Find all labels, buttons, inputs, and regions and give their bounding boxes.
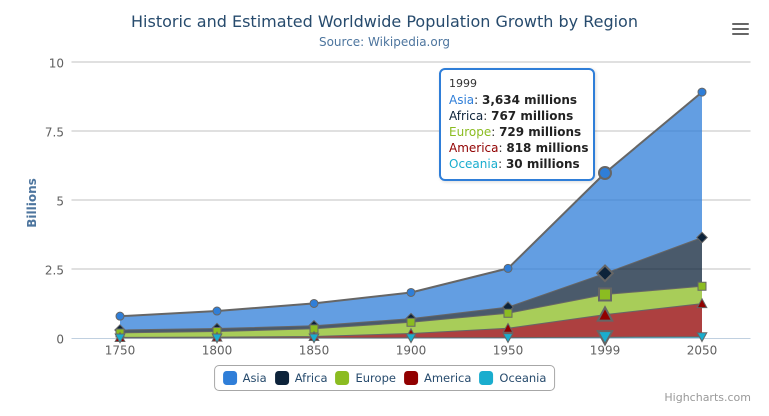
chart-subtitle: Source: Wikipedia.org	[318, 35, 451, 49]
legend-label: Oceania	[499, 371, 547, 385]
legend-label: America	[423, 371, 472, 385]
x-axis-label: 2050	[687, 344, 718, 358]
legend-item-america[interactable]: America	[403, 371, 472, 385]
marker-oceania-1950[interactable]	[502, 333, 514, 344]
legend-swatch-icon	[335, 371, 350, 385]
y-axis-label: 10	[49, 57, 64, 71]
marker-america-2050[interactable]	[696, 297, 708, 309]
x-axis-label: 1800	[202, 344, 233, 358]
marker-oceania-1800[interactable]	[211, 333, 223, 344]
marker-europe-2050[interactable]	[697, 281, 707, 291]
x-axis-label: 1900	[396, 344, 427, 358]
marker-europe-1850[interactable]	[309, 324, 319, 334]
y-axis-label: 7.5	[45, 126, 64, 140]
legend-item-africa[interactable]: Africa	[274, 371, 328, 385]
y-axis-title: Billions	[25, 178, 39, 228]
marker-oceania-2050[interactable]	[696, 332, 708, 343]
y-axis-label: 0	[56, 333, 64, 347]
x-axis-label: 1850	[299, 344, 330, 358]
area-asia[interactable]	[120, 92, 702, 330]
marker-europe-1999[interactable]	[598, 287, 612, 302]
chart-title: Historic and Estimated Worldwide Populat…	[131, 12, 638, 31]
legend-swatch-icon	[403, 371, 418, 385]
marker-africa-2050[interactable]	[696, 231, 708, 244]
legend-label: Africa	[294, 371, 328, 385]
area-america[interactable]	[120, 303, 702, 338]
marker-asia-1750[interactable]	[115, 311, 125, 321]
marker-asia-1800[interactable]	[212, 306, 222, 316]
legend-swatch-icon	[274, 371, 289, 385]
marker-oceania-1850[interactable]	[308, 333, 320, 344]
y-axis-label: 5	[56, 195, 64, 209]
x-axis-label: 1999	[590, 344, 621, 358]
marker-oceania-1999[interactable]	[596, 330, 614, 347]
area-africa[interactable]	[120, 237, 702, 333]
hamburger-icon	[731, 32, 749, 36]
marker-america-1950[interactable]	[502, 322, 514, 333]
marker-europe-1900[interactable]	[406, 317, 416, 327]
marker-oceania-1900[interactable]	[405, 333, 417, 344]
x-axis-label: 1750	[105, 344, 136, 358]
legend-label: Europe	[355, 371, 396, 385]
export-menu-button[interactable]	[728, 18, 752, 40]
legend: Asia Africa Europe America Oceania	[213, 365, 556, 391]
legend-item-europe[interactable]: Europe	[335, 371, 396, 385]
x-axis-label: 1950	[493, 344, 524, 358]
marker-asia-1900[interactable]	[406, 287, 416, 297]
legend-swatch-icon	[479, 371, 494, 385]
legend-item-oceania[interactable]: Oceania	[479, 371, 546, 385]
series-asia	[115, 87, 707, 330]
marker-europe-1950[interactable]	[503, 308, 513, 318]
marker-asia-1850[interactable]	[309, 298, 319, 308]
credits-link[interactable]: Highcharts.com	[664, 391, 751, 404]
legend-label: Asia	[242, 371, 267, 385]
marker-oceania-1750[interactable]	[114, 333, 126, 344]
marker-asia-2050[interactable]	[697, 87, 707, 97]
hamburger-icon	[731, 22, 749, 26]
legend-item-asia[interactable]: Asia	[222, 371, 267, 385]
y-axis-label: 2.5	[45, 264, 64, 278]
marker-africa-1999[interactable]	[595, 264, 615, 283]
series-oceania	[114, 330, 708, 347]
marker-asia-1950[interactable]	[503, 263, 513, 273]
legend-swatch-icon	[222, 371, 237, 385]
marker-asia-1999[interactable]	[598, 166, 612, 181]
marker-america-1999[interactable]	[596, 305, 614, 322]
hamburger-icon	[731, 27, 749, 31]
